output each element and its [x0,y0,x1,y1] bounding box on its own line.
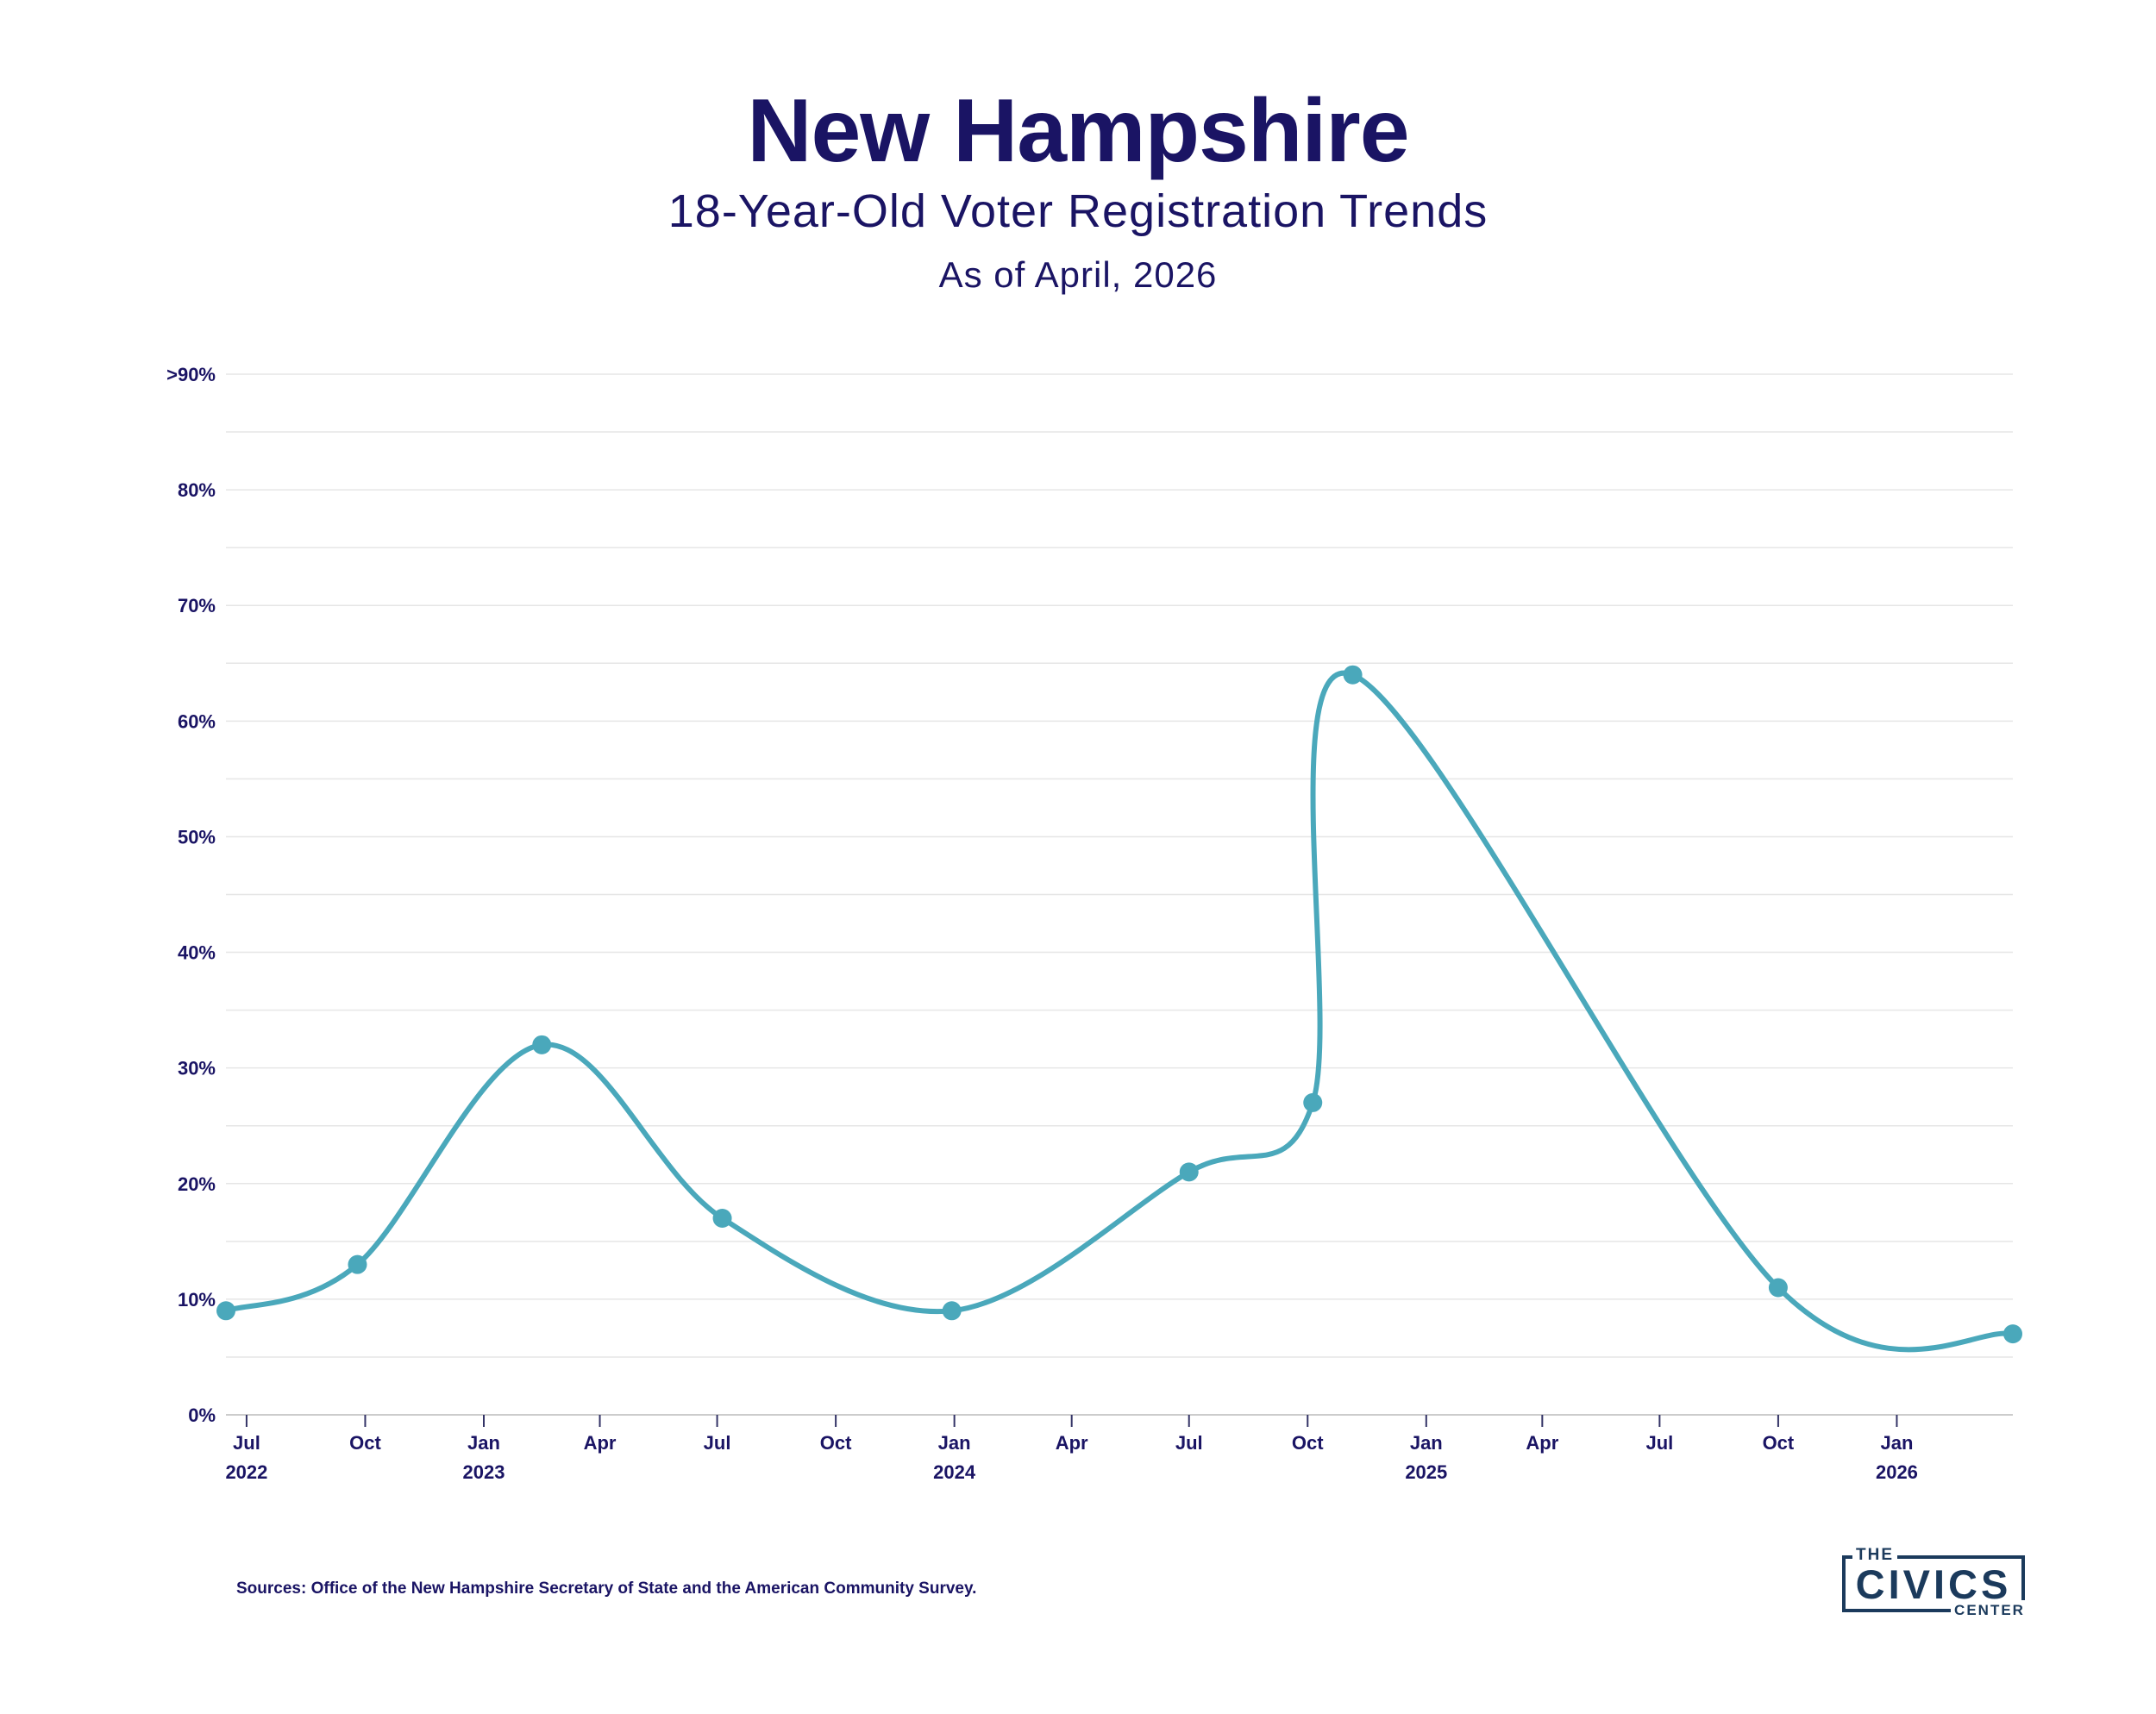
x-tick-label: Oct [820,1432,852,1454]
data-point [1303,1092,1323,1112]
data-point [2003,1324,2022,1344]
x-tick-label: Apr [584,1432,617,1454]
data-point [1768,1278,1788,1298]
x-year-label: 2025 [1405,1461,1447,1483]
y-tick-label: 80% [178,479,216,501]
y-tick-label: 70% [178,595,216,616]
x-tick-label: Jul [1645,1432,1673,1454]
y-tick-label: >90% [166,364,216,385]
x-tick-label: Jan [1880,1432,1913,1454]
y-tick-label: 30% [178,1058,216,1079]
x-tick-label: Jul [233,1432,260,1454]
x-axis: Jul 2022 Oct Jan 2023 Apr Jul Oct Jan 2024 Apr Jul O… [225,1414,2013,1483]
y-tick-label: 10% [178,1289,216,1311]
grid-lines [226,373,2013,1416]
data-point [1343,665,1363,685]
chart-subtitle: 18-Year-Old Voter Registration Trends [667,185,1489,237]
y-tick-label: 0% [188,1404,216,1426]
x-tick-label: Oct [1763,1432,1795,1454]
x-tick-label: Jan [467,1432,500,1454]
series-line [223,670,2015,1353]
logo-frame [1842,1555,2025,1612]
y-axis: 0% 10% 20% 30% 40% 50% 60% 70% 80% >90% [166,364,216,1426]
data-point [942,1301,962,1321]
civics-center-logo: THE CIVICS CENTER [1842,1543,2028,1623]
chart-title: New Hampshire [747,81,1409,181]
source-note: Sources: Office of the New Hampshire Sec… [236,1580,977,1598]
y-tick-label: 20% [178,1173,216,1195]
x-tick-label: Apr [1056,1432,1088,1454]
x-year-label: 2022 [225,1461,267,1483]
y-tick-label: 40% [178,942,216,964]
x-tick-label: Oct [1292,1432,1324,1454]
data-point [712,1209,732,1229]
data-point [348,1254,367,1274]
x-tick-label: Jan [938,1432,971,1454]
series-group [216,665,2022,1353]
y-tick-label: 50% [178,826,216,848]
data-point [532,1035,552,1054]
logo-center-text: CENTER [1951,1600,2028,1621]
data-point [1179,1162,1199,1182]
x-tick-label: Jul [704,1432,731,1454]
x-tick-label: Apr [1526,1432,1558,1454]
logo-civics-text: CIVICS [1855,1561,2012,1607]
x-tick-label: Jul [1175,1432,1203,1454]
as-of-date: As of April, 2026 [938,254,1218,295]
x-year-label: 2024 [933,1461,976,1483]
x-tick-label: Oct [349,1432,381,1454]
x-year-label: 2023 [463,1461,505,1483]
logo-the-text: THE [1852,1543,1897,1567]
x-year-label: 2026 [1876,1461,1918,1483]
y-tick-label: 60% [178,710,216,732]
data-point [216,1301,235,1321]
x-tick-label: Jan [1410,1432,1443,1454]
